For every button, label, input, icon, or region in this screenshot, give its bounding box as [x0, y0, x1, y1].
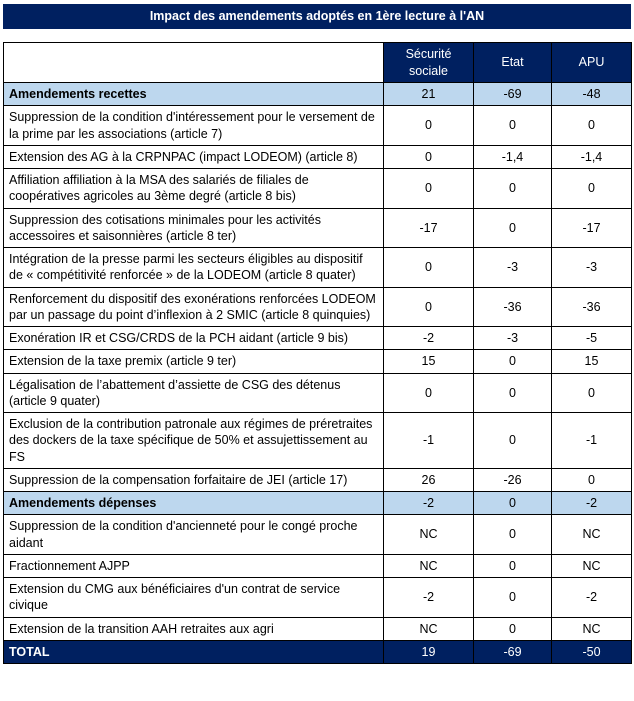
- table-row: Suppression de la compensation forfaitai…: [3, 467, 632, 493]
- table-row: Extension de la taxe premix (article 9 t…: [3, 349, 632, 374]
- row-value: -2: [383, 577, 474, 618]
- row-label: Légalisation de l’abattement d’assiette …: [3, 372, 384, 413]
- table-row: Extension des AG à la CRPNPAC (impact LO…: [3, 144, 632, 170]
- row-value: -36: [473, 286, 552, 327]
- table-row: Intégration de la presse parmi les secte…: [3, 247, 632, 288]
- row-label: TOTAL: [3, 639, 384, 665]
- row-value: -1: [383, 412, 474, 469]
- row-value: -50: [551, 639, 632, 665]
- row-value: 0: [473, 349, 552, 374]
- row-value: -3: [551, 247, 632, 288]
- row-value: NC: [551, 616, 632, 641]
- column-header-securite-sociale: Sécurité sociale: [383, 42, 474, 83]
- table-row: Exclusion de la contribution patronale a…: [3, 412, 632, 469]
- row-label: Exclusion de la contribution patronale a…: [3, 412, 384, 469]
- row-label: Amendements recettes: [3, 81, 384, 107]
- impact-table: Sécurité sociale Etat APU Amendements re…: [3, 42, 632, 665]
- row-value: -26: [473, 467, 552, 493]
- row-value: 0: [473, 514, 552, 555]
- row-label: Suppression de la condition d'ancienneté…: [3, 514, 384, 555]
- row-value: 0: [551, 168, 632, 209]
- table-body: Amendements recettes 21 -69 -48 Suppression …: [3, 81, 632, 665]
- row-value: 0: [551, 372, 632, 413]
- row-value: -3: [473, 247, 552, 288]
- table-row: Amendements dépenses -2 0 -2: [3, 490, 632, 516]
- row-value: NC: [383, 553, 474, 579]
- row-label: Suppression des cotisations minimales po…: [3, 207, 384, 248]
- row-value: -69: [473, 81, 552, 107]
- row-value: 0: [383, 168, 474, 209]
- row-value: -5: [551, 325, 632, 351]
- row-value: 0: [473, 207, 552, 248]
- row-value: NC: [383, 514, 474, 555]
- table-row: Suppression de la condition d'ancienneté…: [3, 514, 632, 555]
- row-value: NC: [551, 553, 632, 579]
- row-value: 15: [383, 349, 474, 374]
- row-value: 26: [383, 467, 474, 493]
- row-value: 0: [473, 616, 552, 641]
- row-value: NC: [383, 616, 474, 641]
- row-label: Intégration de la presse parmi les secte…: [3, 247, 384, 288]
- row-value: 15: [551, 349, 632, 374]
- table-row: Extension du CMG aux bénéficiaires d'un …: [3, 577, 632, 618]
- row-value: 0: [383, 144, 474, 170]
- header-row: Sécurité sociale Etat APU: [3, 42, 632, 83]
- row-value: -1: [551, 412, 632, 469]
- row-label: Exonération IR et CSG/CRDS de la PCH aid…: [3, 325, 384, 351]
- row-value: -69: [473, 639, 552, 665]
- row-label: Extension du CMG aux bénéficiaires d'un …: [3, 577, 384, 618]
- row-value: 0: [473, 105, 552, 146]
- row-label: Amendements dépenses: [3, 490, 384, 516]
- corner-cell: [3, 42, 384, 83]
- row-value: -2: [551, 577, 632, 618]
- table-row: Affiliation affiliation à la MSA des sal…: [3, 168, 632, 209]
- table-row: Fractionnement AJPP NC 0 NC: [3, 553, 632, 579]
- table-row: Exonération IR et CSG/CRDS de la PCH aid…: [3, 325, 632, 351]
- row-value: -36: [551, 286, 632, 327]
- table-row: Amendements recettes 21 -69 -48: [3, 81, 632, 107]
- table-row: Légalisation de l’abattement d’assiette …: [3, 372, 632, 413]
- row-value: 0: [551, 467, 632, 493]
- row-label: Suppression de la compensation forfaitai…: [3, 467, 384, 493]
- row-value: 0: [551, 105, 632, 146]
- row-label: Suppression de la condition d'intéressem…: [3, 105, 384, 146]
- row-value: 0: [383, 372, 474, 413]
- page-title: Impact des amendements adoptés en 1ère l…: [3, 4, 631, 29]
- row-label: Extension de la taxe premix (article 9 t…: [3, 349, 384, 374]
- row-label: Fractionnement AJPP: [3, 553, 384, 579]
- row-label: Extension de la transition AAH retraites…: [3, 616, 384, 641]
- row-value: 0: [383, 247, 474, 288]
- row-value: -2: [383, 325, 474, 351]
- row-label: Extension des AG à la CRPNPAC (impact LO…: [3, 144, 384, 170]
- row-label: Affiliation affiliation à la MSA des sal…: [3, 168, 384, 209]
- table-row: Suppression des cotisations minimales po…: [3, 207, 632, 248]
- column-header-apu: APU: [551, 42, 632, 83]
- table-row: Extension de la transition AAH retraites…: [3, 616, 632, 641]
- row-value: 0: [383, 286, 474, 327]
- table-row: TOTAL 19 -69 -50: [3, 639, 632, 665]
- row-label: Renforcement du dispositif des exonérati…: [3, 286, 384, 327]
- row-value: -1,4: [551, 144, 632, 170]
- row-value: NC: [551, 514, 632, 555]
- row-value: 21: [383, 81, 474, 107]
- row-value: 0: [473, 553, 552, 579]
- row-value: 0: [383, 105, 474, 146]
- row-value: -17: [551, 207, 632, 248]
- row-value: 0: [473, 577, 552, 618]
- row-value: 0: [473, 490, 552, 516]
- row-value: 0: [473, 412, 552, 469]
- row-value: -3: [473, 325, 552, 351]
- row-value: 0: [473, 372, 552, 413]
- column-header-etat: Etat: [473, 42, 552, 83]
- row-value: -17: [383, 207, 474, 248]
- table-row: Suppression de la condition d'intéressem…: [3, 105, 632, 146]
- row-value: -2: [383, 490, 474, 516]
- row-value: -2: [551, 490, 632, 516]
- row-value: 19: [383, 639, 474, 665]
- table-row: Renforcement du dispositif des exonérati…: [3, 286, 632, 327]
- row-value: -48: [551, 81, 632, 107]
- row-value: -1,4: [473, 144, 552, 170]
- row-value: 0: [473, 168, 552, 209]
